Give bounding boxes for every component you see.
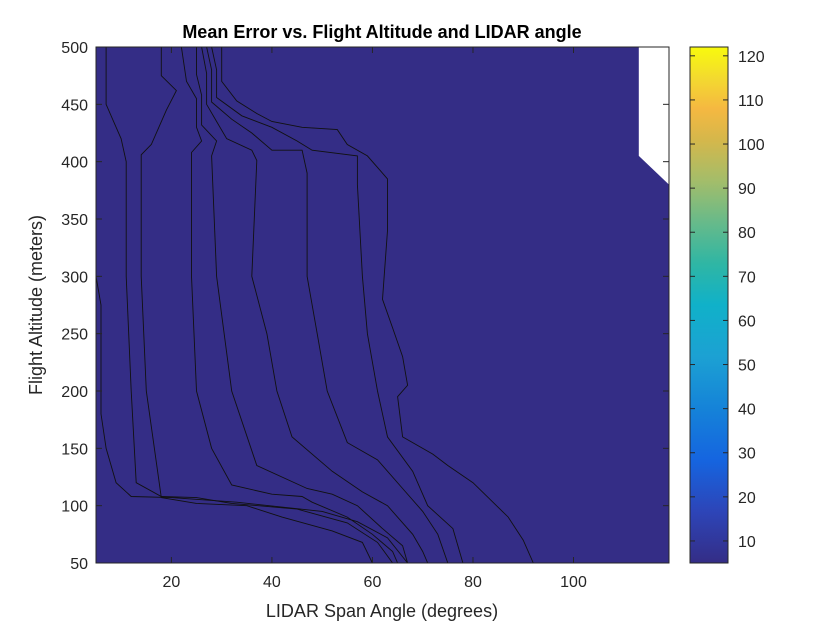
contour-line-40: [206, 47, 449, 563]
colorbar-tick-label: 80: [738, 225, 756, 242]
contour-band-10: [96, 47, 669, 563]
plot-area: [96, 47, 669, 563]
colorbar-tick-label: 120: [738, 49, 765, 66]
contour-line-60: [196, 47, 409, 563]
contour-line-80: [140, 47, 373, 563]
no-data-region: [638, 47, 669, 185]
x-axis-label: LIDAR Span Angle (degrees): [266, 601, 498, 621]
x-tick-label: 60: [364, 574, 382, 591]
colorbar-tick-label: 90: [738, 181, 756, 198]
colorbar-tick-label: 60: [738, 313, 756, 330]
contour-line-100: [96, 276, 408, 563]
colorbar: 10 20 30 40 50 60 70 80 90 100 110 120: [689, 46, 765, 564]
x-axis-ticks: 20 40 60 80 100: [162, 47, 587, 591]
plot-frame: [95, 46, 670, 564]
colorbar-tick-label: 50: [738, 358, 756, 375]
colorbar-tick-label: 110: [738, 93, 764, 110]
colorbar-tick-label: 100: [738, 137, 765, 154]
contour-layers: [96, 47, 669, 563]
x-tick-label: 80: [464, 574, 482, 591]
y-tick-label: 400: [61, 155, 88, 172]
contour-line-70: [180, 47, 399, 563]
y-tick-label: 450: [61, 97, 88, 114]
y-axis-ticks: 50 100 150 200 250 300 350 400 450 500: [61, 40, 669, 573]
contour-line-90: [105, 47, 393, 563]
y-tick-label: 500: [61, 40, 88, 57]
x-tick-label: 100: [560, 574, 587, 591]
contour-line-20: [221, 47, 534, 563]
y-tick-label: 250: [61, 327, 88, 344]
y-tick-label: 300: [61, 269, 88, 286]
y-axis-label: Flight Altitude (meters): [26, 215, 46, 395]
x-tick-label: 40: [263, 574, 281, 591]
colorbar-tick-label: 30: [738, 446, 756, 463]
y-tick-label: 350: [61, 212, 88, 229]
y-tick-label: 50: [70, 556, 88, 573]
colorbar-ticks: 10 20 30 40 50 60 70 80 90 100 110 120: [690, 49, 765, 551]
y-tick-label: 100: [61, 499, 88, 516]
x-tick-label: 20: [162, 574, 180, 591]
contour-line-30: [211, 47, 464, 563]
contour-line-50: [201, 47, 429, 563]
y-tick-label: 150: [61, 441, 88, 458]
colorbar-fill: [689, 46, 729, 564]
chart-title: Mean Error vs. Flight Altitude and LIDAR…: [182, 22, 581, 42]
colorbar-tick-label: 40: [738, 402, 756, 419]
y-tick-label: 200: [61, 384, 88, 401]
colorbar-tick-label: 10: [738, 534, 756, 551]
colorbar-tick-label: 70: [738, 269, 756, 286]
colorbar-tick-label: 20: [738, 490, 756, 507]
